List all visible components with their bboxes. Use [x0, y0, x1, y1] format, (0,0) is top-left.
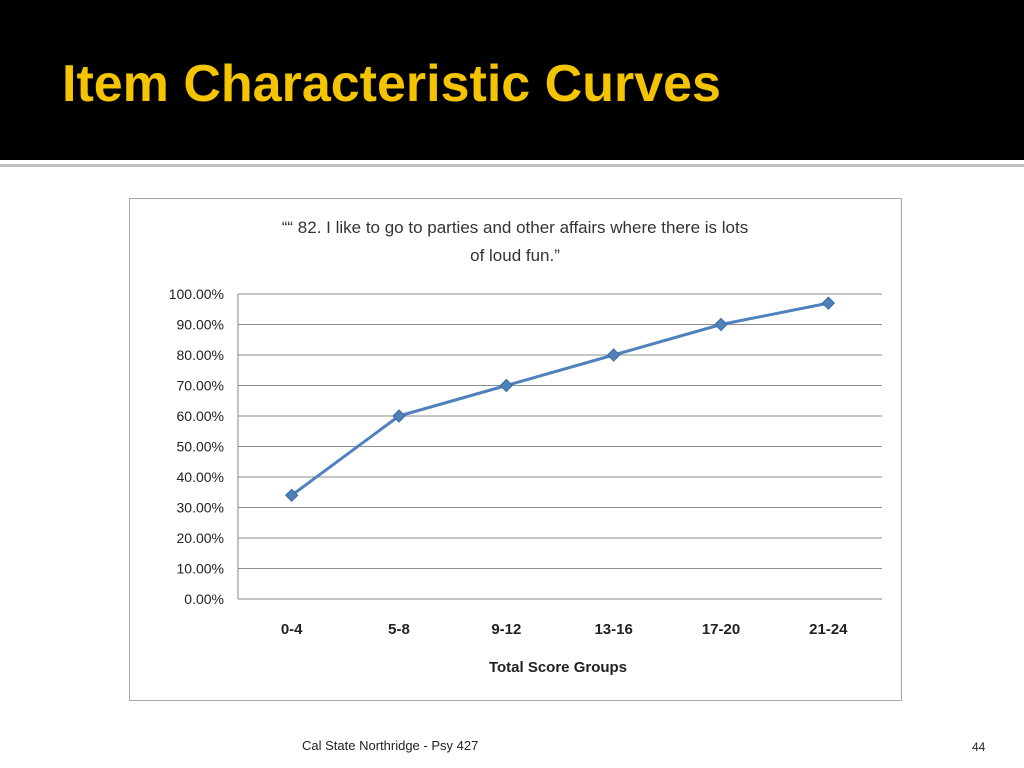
y-tick-label: 70.00%	[177, 378, 224, 394]
data-point-marker	[606, 348, 621, 362]
x-tick-label: 13-16	[594, 621, 632, 638]
series-group	[284, 296, 836, 503]
series-line	[290, 301, 829, 497]
x-axis-label: Total Score Groups	[489, 659, 627, 676]
title-band	[0, 0, 1024, 160]
data-point-marker	[714, 317, 728, 332]
title-divider	[0, 164, 1024, 167]
y-tick-label: 100.00%	[169, 286, 224, 302]
data-point-marker	[392, 409, 406, 423]
x-tick-label: 21-24	[809, 621, 848, 638]
grid-lines	[237, 293, 882, 600]
data-point-marker	[499, 378, 514, 393]
y-tick-label: 20.00%	[177, 530, 224, 546]
chart-frame: ““ 82. I like to go to parties and other…	[129, 198, 902, 701]
chart-title-line-1: ““ 82. I like to go to parties and other…	[282, 218, 748, 237]
chart-title-line-2: of loud fun.”	[470, 246, 560, 265]
x-tick-label: 0-4	[281, 621, 303, 638]
page-number: 44	[972, 740, 986, 754]
y-tick-label: 80.00%	[177, 347, 224, 363]
y-tick-label: 40.00%	[177, 469, 224, 485]
x-tick-labels: 0-4 5-8 9-12 13-16 17-20 21-24	[281, 621, 848, 638]
x-tick-label: 9-12	[491, 621, 521, 638]
slide-title: Item Characteristic Curves	[62, 55, 721, 113]
y-tick-label: 50.00%	[177, 439, 224, 455]
data-point-marker	[821, 296, 836, 310]
y-tick-label: 90.00%	[177, 317, 224, 333]
footer-text: Cal State Northridge - Psy 427	[302, 738, 479, 753]
data-point-marker	[284, 488, 299, 503]
line-chart: ““ 82. I like to go to parties and other…	[169, 218, 882, 676]
x-tick-label: 5-8	[388, 621, 410, 638]
y-tick-label: 30.00%	[177, 500, 224, 516]
y-tick-labels: 0.00% 10.00% 20.00% 30.00% 40.00% 50.00% 60.00…	[169, 286, 224, 607]
y-tick-label: 60.00%	[177, 408, 224, 424]
y-tick-label: 10.00%	[177, 561, 224, 577]
y-tick-label: 0.00%	[184, 591, 224, 607]
x-tick-label: 17-20	[702, 621, 740, 638]
